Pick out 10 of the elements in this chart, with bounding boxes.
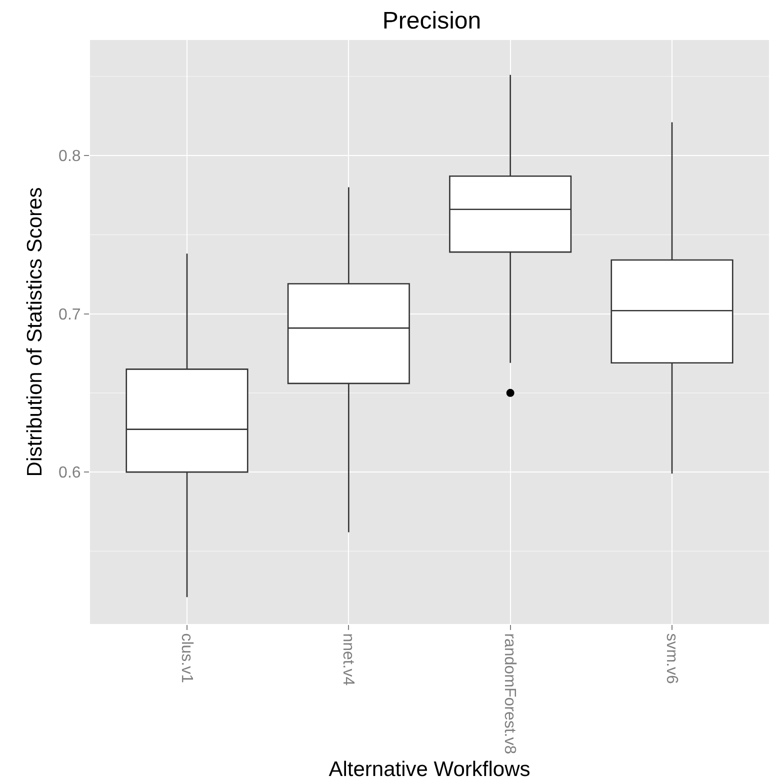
y-tick-label: 0.7 [58, 306, 81, 324]
x-tick-label: nnet.v4 [339, 633, 356, 686]
y-tick-label: 0.6 [58, 464, 81, 482]
chart-title: Precision [382, 8, 482, 35]
x-tick-label: svm.v6 [662, 633, 680, 684]
x-axis-title: Alternative Workflows [328, 758, 530, 781]
y-tick-label: 0.8 [58, 148, 81, 166]
x-tick-label: clus.v1 [178, 633, 195, 684]
y-axis-title: Distribution of Statistics Scores [24, 187, 47, 477]
x-tick-label: randomForest.v8 [501, 633, 518, 754]
